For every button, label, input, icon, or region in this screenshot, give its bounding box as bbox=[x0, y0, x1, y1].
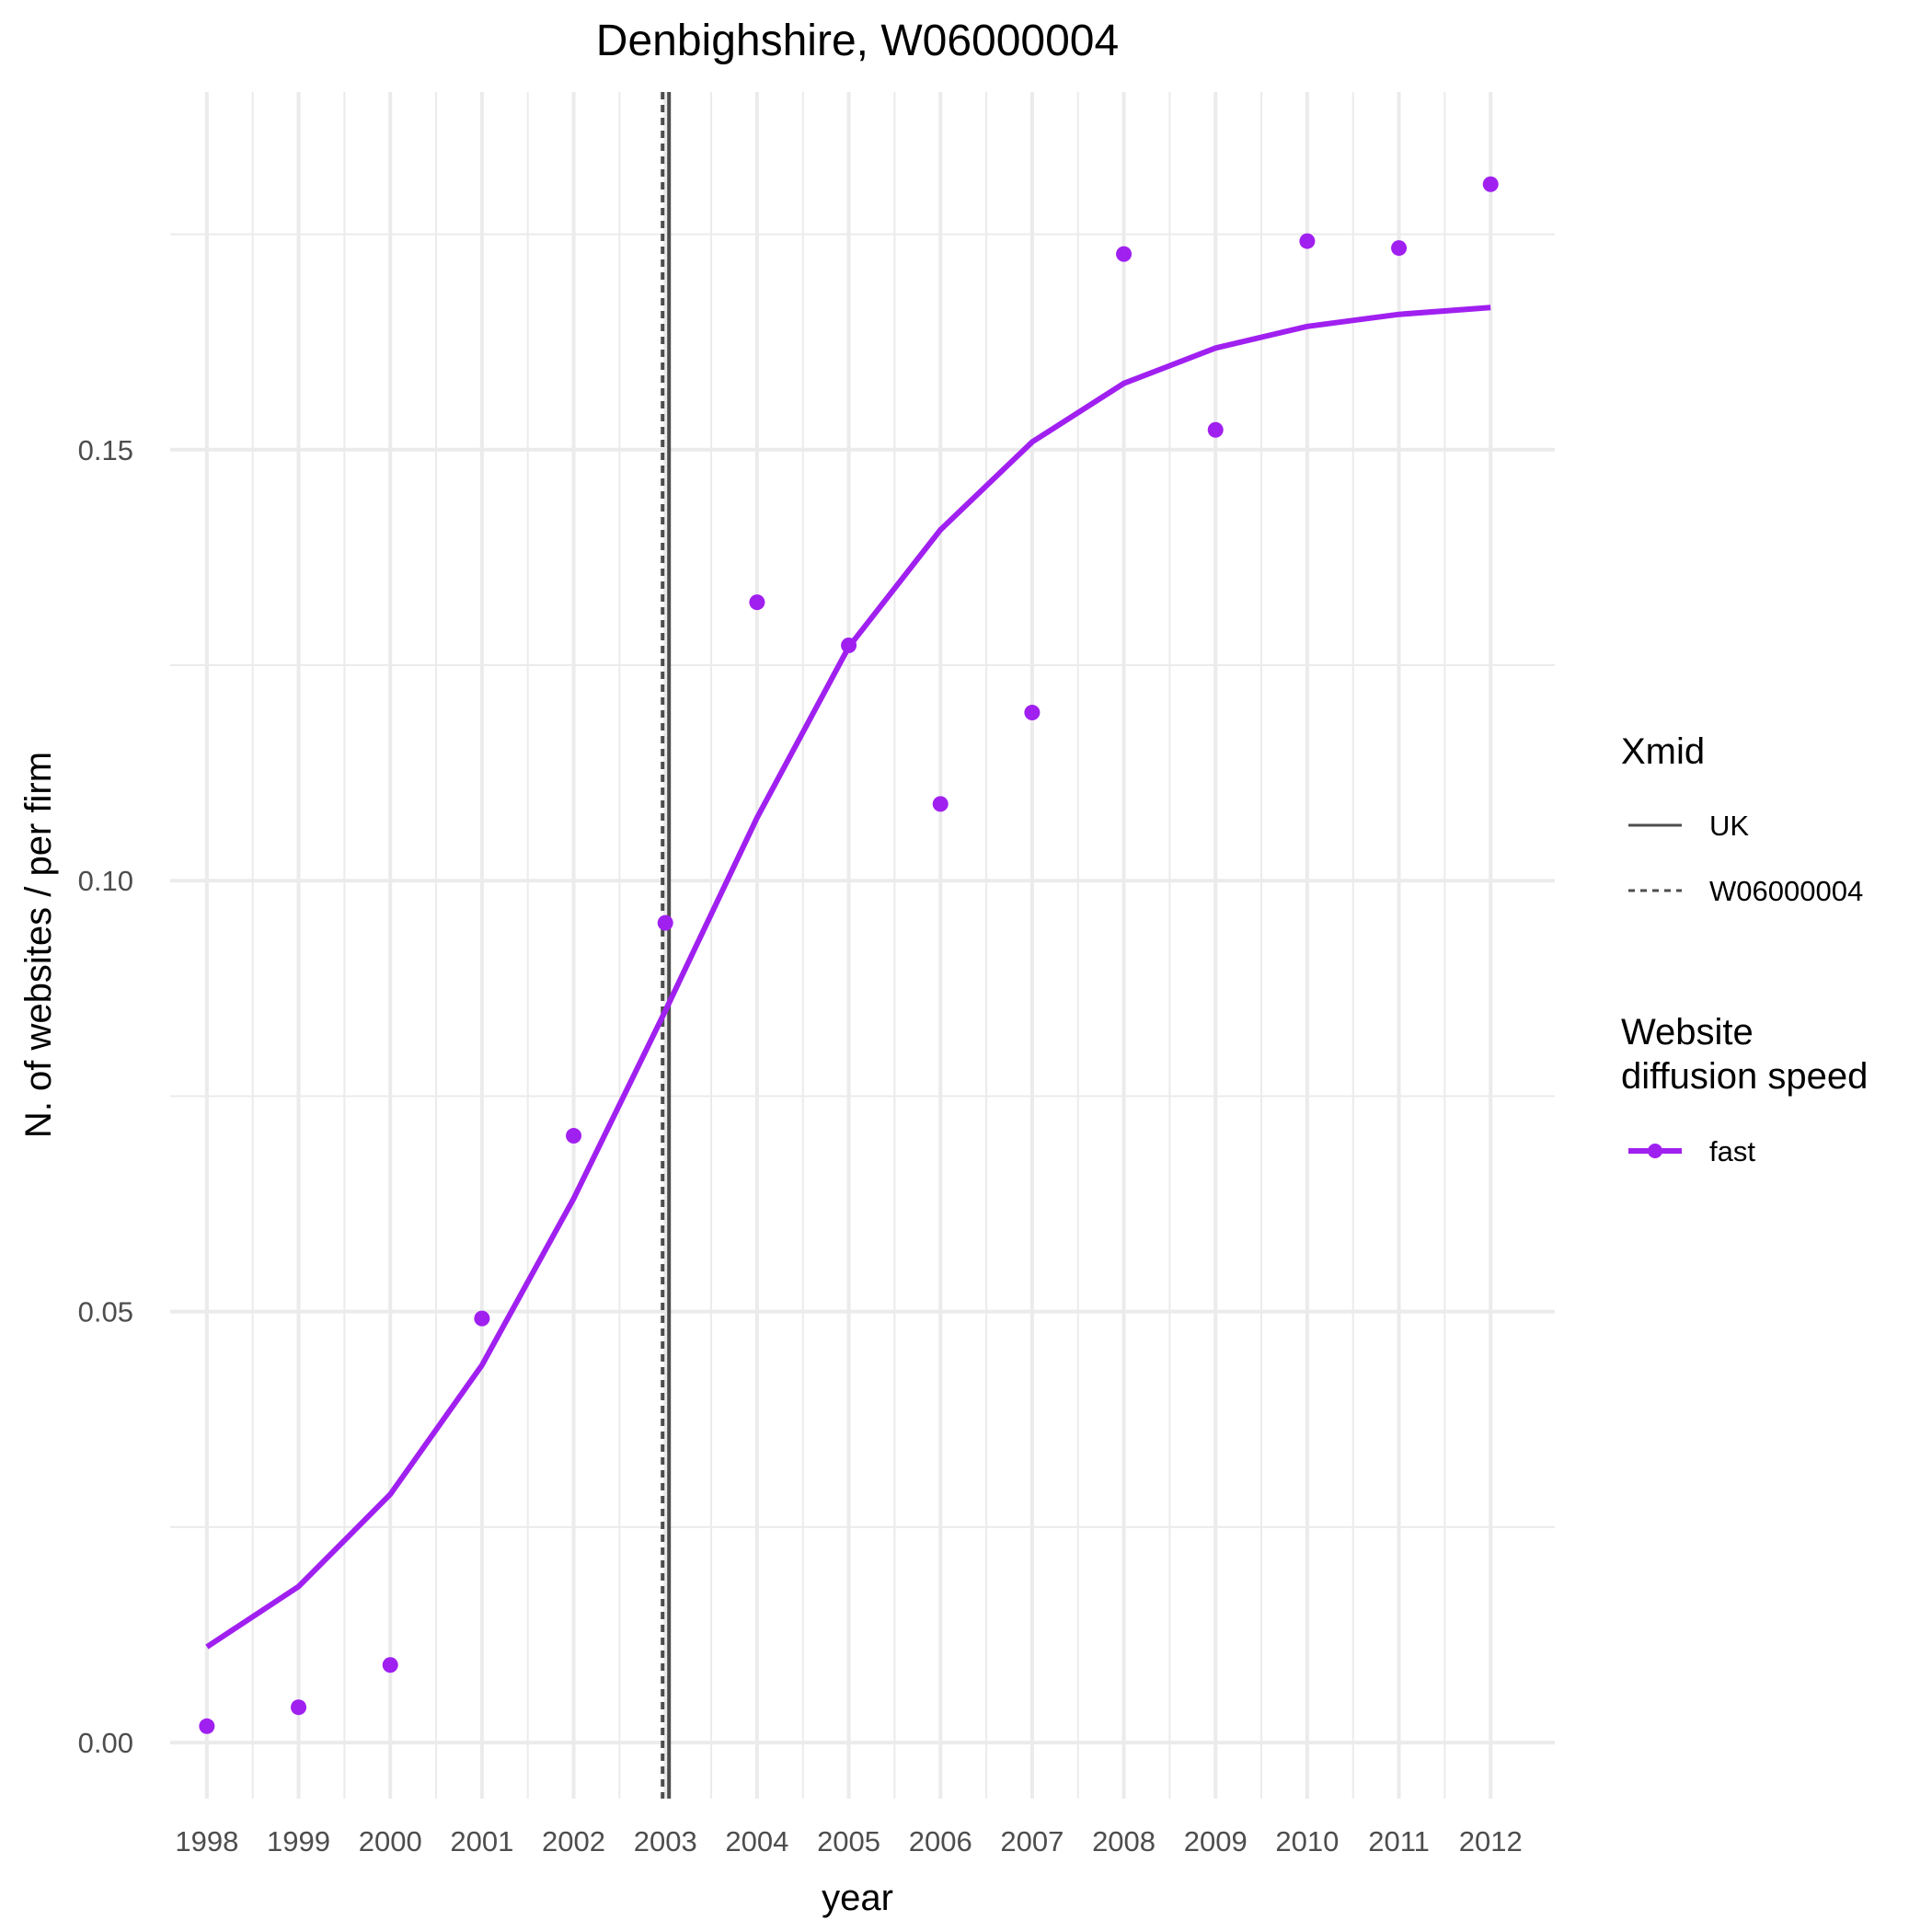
x-tick-label: 2001 bbox=[450, 1825, 513, 1857]
legend-speed-title-line1: Website bbox=[1621, 1012, 1754, 1052]
chart-title: Denbighshire, W06000004 bbox=[596, 17, 1119, 65]
y-axis-title: N. of websites / per firm bbox=[18, 752, 59, 1138]
x-tick-label: 2003 bbox=[634, 1825, 697, 1857]
legend-xmid-title: Xmid bbox=[1621, 731, 1705, 772]
y-tick-label: 0.10 bbox=[78, 865, 133, 897]
x-axis-tick-labels: 1998 1999 2000 2001 2002 2003 2004 2005 2006 2007… bbox=[175, 1825, 1522, 1857]
data-point-2006 bbox=[932, 796, 949, 812]
x-tick-label: 2012 bbox=[1459, 1825, 1523, 1857]
y-tick-label: 0.00 bbox=[78, 1727, 133, 1759]
legend-xmid: Xmid UK W06000004 bbox=[1621, 731, 1863, 907]
x-tick-label: 1998 bbox=[175, 1825, 238, 1857]
data-point-2001 bbox=[474, 1310, 490, 1327]
x-tick-label: 1999 bbox=[267, 1825, 330, 1857]
x-tick-label: 2007 bbox=[1000, 1825, 1064, 1857]
x-tick-label: 2009 bbox=[1184, 1825, 1248, 1857]
legend-speed: Website diffusion speed fast bbox=[1621, 1012, 1868, 1167]
x-tick-label: 2008 bbox=[1092, 1825, 1156, 1857]
xmid-reference-lines bbox=[661, 92, 672, 1799]
legend-uk-label: UK bbox=[1709, 810, 1749, 842]
data-point-2004 bbox=[749, 594, 765, 611]
legend-fast-label: fast bbox=[1709, 1135, 1755, 1167]
x-tick-label: 2011 bbox=[1368, 1825, 1430, 1857]
data-point-2007 bbox=[1024, 705, 1041, 721]
x-tick-label: 2004 bbox=[725, 1825, 788, 1857]
y-axis-tick-labels: 0.00 0.05 0.10 0.15 bbox=[78, 434, 133, 1759]
data-point-2010 bbox=[1299, 233, 1316, 249]
x-tick-label: 2000 bbox=[359, 1825, 422, 1857]
legend-fast-key-point bbox=[1648, 1144, 1662, 1158]
observed-points-fast bbox=[199, 176, 1499, 1734]
data-point-2012 bbox=[1482, 176, 1499, 192]
x-tick-label: 2006 bbox=[909, 1825, 972, 1857]
x-axis-title: year bbox=[822, 1878, 893, 1918]
data-point-2002 bbox=[566, 1128, 582, 1144]
legend-w06000004-label: W06000004 bbox=[1709, 875, 1863, 907]
data-point-2009 bbox=[1207, 421, 1224, 438]
y-tick-label: 0.15 bbox=[78, 434, 133, 466]
legend-speed-title-line2: diffusion speed bbox=[1621, 1056, 1868, 1097]
minor-gridlines bbox=[170, 92, 1555, 1799]
data-point-1998 bbox=[199, 1718, 215, 1734]
y-tick-label: 0.05 bbox=[78, 1296, 133, 1328]
data-point-2003 bbox=[657, 914, 673, 931]
data-point-1999 bbox=[291, 1699, 307, 1716]
major-gridlines bbox=[170, 92, 1555, 1799]
data-point-2008 bbox=[1116, 246, 1133, 262]
data-point-2011 bbox=[1391, 240, 1408, 257]
x-tick-label: 2005 bbox=[817, 1825, 880, 1857]
x-tick-label: 2010 bbox=[1275, 1825, 1339, 1857]
data-point-2000 bbox=[382, 1657, 398, 1673]
x-tick-label: 2002 bbox=[542, 1825, 605, 1857]
data-point-2005 bbox=[841, 637, 857, 653]
